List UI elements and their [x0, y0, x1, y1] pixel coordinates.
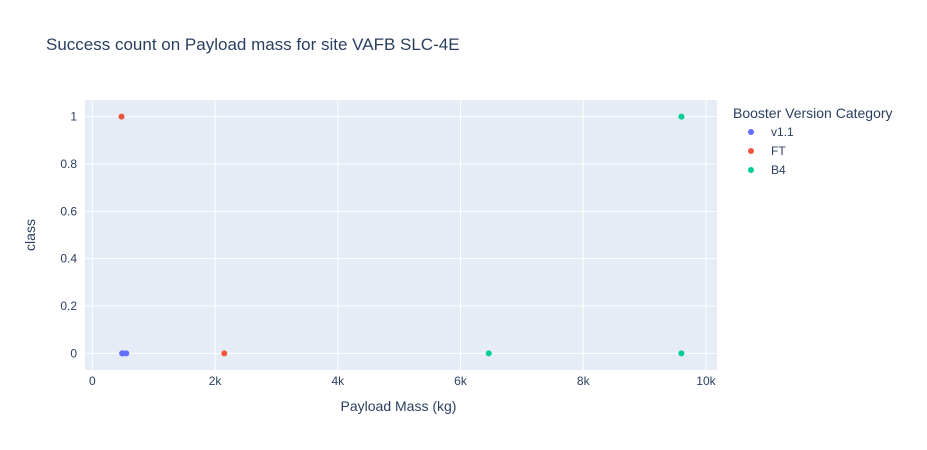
x-tick-label: 8k: [577, 374, 591, 388]
x-tick-label: 4k: [331, 374, 345, 388]
data-point[interactable]: [221, 350, 228, 357]
legend-label: B4: [771, 163, 786, 177]
y-tick-label: 0.4: [60, 252, 77, 266]
x-axis-ticks: 0 2k 4k 6k 8k 10k: [89, 374, 717, 388]
y-tick-label: 0.2: [60, 299, 77, 313]
data-point[interactable]: [485, 350, 492, 357]
data-points: [118, 113, 685, 357]
x-tick-label: 10k: [696, 374, 716, 388]
y-tick-label: 0.8: [60, 157, 77, 171]
chart-title: Success count on Payload mass for site V…: [46, 35, 460, 54]
plot-area: [85, 100, 717, 370]
legend-item[interactable]: v1.1: [748, 125, 794, 139]
data-point[interactable]: [118, 113, 125, 120]
x-axis-title: Payload Mass (kg): [341, 398, 457, 414]
x-tick-label: 2k: [209, 374, 223, 388]
x-tick-label: 6k: [454, 374, 468, 388]
legend-label: FT: [771, 144, 786, 158]
data-point[interactable]: [678, 350, 685, 357]
legend-label: v1.1: [771, 125, 794, 139]
legend-item[interactable]: FT: [748, 144, 786, 158]
legend-marker: [748, 167, 754, 173]
y-tick-label: 0: [70, 346, 77, 360]
legend-item[interactable]: B4: [748, 163, 786, 177]
legend[interactable]: Booster Version Category v1.1 FT B4: [733, 105, 893, 177]
y-axis-title: class: [22, 219, 38, 251]
y-axis-ticks: 0 0.2 0.4 0.6 0.8 1: [60, 110, 77, 361]
grid-lines: [85, 100, 717, 370]
y-tick-label: 1: [70, 110, 77, 124]
data-point[interactable]: [123, 350, 130, 357]
legend-marker: [748, 129, 754, 135]
data-point[interactable]: [678, 113, 685, 120]
y-tick-label: 0.6: [60, 204, 77, 218]
x-tick-label: 0: [89, 374, 96, 388]
legend-title: Booster Version Category: [733, 105, 893, 121]
legend-marker: [748, 148, 754, 154]
